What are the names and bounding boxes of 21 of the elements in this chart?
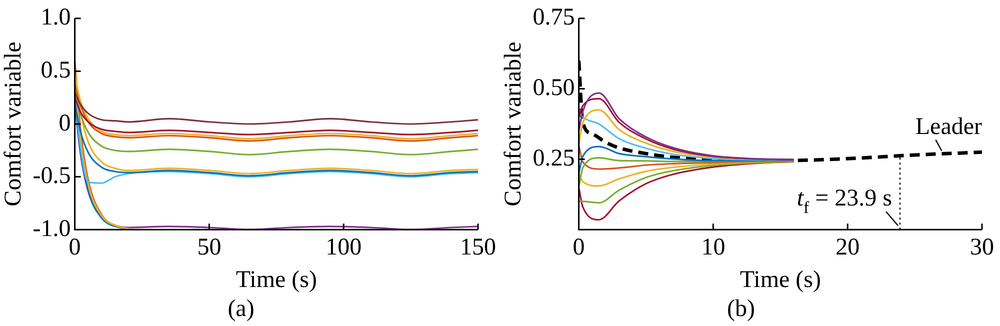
y-tick-label: -1.0 bbox=[32, 216, 71, 242]
x-tick-label: 10 bbox=[701, 234, 726, 260]
y-tick-label: -0.5 bbox=[32, 163, 71, 190]
x-tick-label: 50 bbox=[197, 234, 222, 260]
y-axis-title: Comfort variable bbox=[500, 42, 527, 206]
text: (b) bbox=[727, 296, 755, 322]
y-tick-label: 0.50 bbox=[532, 75, 575, 102]
series-label: Leader bbox=[915, 114, 982, 140]
y-tick-label: 1.0 bbox=[40, 4, 71, 31]
y-tick-label: 0 bbox=[58, 110, 71, 136]
y-tick-label: 0.25 bbox=[532, 145, 575, 172]
x-tick-label: 100 bbox=[326, 234, 362, 260]
x-tick-label: 150 bbox=[460, 234, 496, 260]
x-axis-title: Time (s) bbox=[236, 267, 317, 294]
y-tick-label: 0.5 bbox=[40, 57, 71, 84]
x-tick-label: 30 bbox=[970, 234, 994, 260]
y-tick-label: 0.75 bbox=[532, 4, 575, 31]
text: (a) bbox=[228, 296, 254, 322]
y-axis-title: Comfort variable bbox=[0, 42, 27, 206]
x-tick-label: 20 bbox=[836, 234, 860, 260]
x-axis-title: Time (s) bbox=[740, 267, 821, 294]
